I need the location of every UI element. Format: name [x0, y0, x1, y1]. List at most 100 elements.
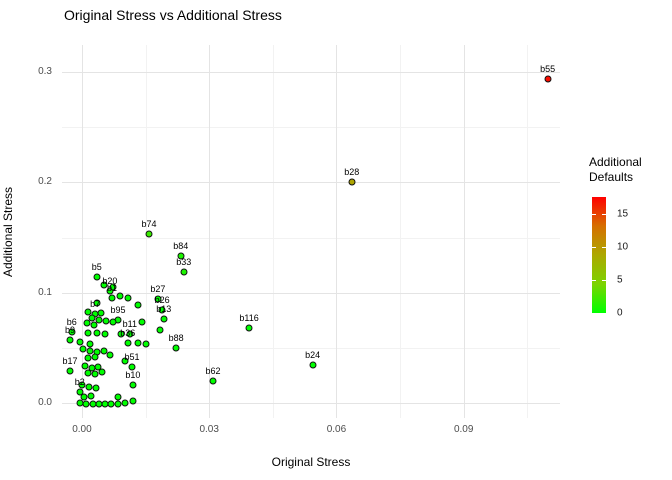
- data-point-b11: [126, 330, 134, 338]
- point-label-b7: b7: [90, 299, 101, 310]
- x-gridline-minor: [272, 45, 274, 418]
- point-label-b24: b24: [305, 349, 321, 360]
- legend-tick-mark: [602, 213, 606, 215]
- y-gridline-minor: [62, 237, 560, 239]
- data-point-b116: [245, 324, 253, 332]
- data-point: [86, 347, 94, 355]
- plot-panel: b55 b28 b74 b84 b33 b5 b20 b1 b27 b26 b13 b7 b95 b11 b…: [62, 45, 560, 418]
- data-point: [100, 347, 108, 355]
- data-point-b74: [145, 230, 153, 238]
- x-gridline-major: [81, 45, 83, 418]
- data-point: [138, 318, 146, 326]
- data-point: [78, 381, 86, 389]
- legend-tick-label: 0: [617, 307, 623, 319]
- legend-colorbar: [592, 197, 606, 313]
- point-label-b62: b62: [205, 366, 221, 377]
- x-gridline-minor: [527, 45, 529, 418]
- x-axis-title: Original Stress: [271, 455, 351, 469]
- point-label-b74: b74: [141, 219, 157, 230]
- data-point: [92, 384, 100, 392]
- y-gridline-minor: [62, 127, 560, 129]
- data-point: [84, 354, 92, 362]
- data-point: [87, 392, 95, 400]
- data-point-b28: [348, 178, 356, 186]
- point-label-b55: b55: [540, 64, 556, 75]
- data-point: [129, 397, 137, 405]
- y-tick-label: 0.1: [38, 286, 52, 298]
- data-point: [117, 330, 125, 338]
- data-point: [109, 318, 117, 326]
- point-label-b84: b84: [173, 241, 189, 252]
- data-point: [106, 351, 114, 359]
- data-point: [134, 301, 142, 309]
- y-gridline-major: [62, 403, 560, 404]
- data-point: [134, 339, 142, 347]
- point-label-b20: b20: [102, 276, 118, 287]
- point-label-b10: b10: [125, 370, 141, 381]
- data-point: [85, 383, 93, 391]
- data-point: [91, 353, 99, 361]
- legend-tick-label: 5: [617, 274, 623, 286]
- data-point: [93, 329, 101, 337]
- x-gridline-major: [209, 45, 211, 418]
- data-point: [114, 393, 122, 401]
- data-point-b1: [108, 294, 116, 302]
- point-label-b95: b95: [110, 304, 126, 315]
- legend-tick-label: 10: [617, 241, 629, 253]
- legend-tick-mark: [602, 246, 606, 248]
- y-tick-label: 0.0: [38, 397, 52, 408]
- x-tick-label: 0.06: [326, 424, 347, 435]
- data-point-b9: [66, 336, 74, 344]
- point-label-b11: b11: [122, 318, 138, 329]
- data-point: [156, 326, 164, 334]
- data-point-b36: [124, 339, 132, 347]
- data-point: [142, 340, 150, 348]
- data-point: [79, 345, 87, 353]
- data-point-b10: [129, 381, 137, 389]
- data-point-b26: [158, 306, 166, 314]
- data-point-b51: [128, 363, 136, 371]
- data-point-b27: [154, 295, 162, 303]
- data-point: [91, 370, 99, 378]
- data-point-b88: [172, 344, 180, 352]
- x-tick-label: 0.09: [453, 424, 474, 435]
- data-point-b33: [180, 268, 188, 276]
- data-point: [95, 316, 103, 324]
- data-point: [98, 368, 106, 376]
- data-point: [124, 294, 132, 302]
- y-gridline-major: [62, 182, 560, 184]
- data-point-b5: [93, 273, 101, 281]
- x-gridline-minor: [400, 45, 402, 418]
- y-axis-title: Additional Stress: [1, 186, 15, 278]
- data-point-b13: [160, 315, 168, 323]
- x-tick-label: 0.03: [199, 424, 219, 435]
- point-label-b1: b1: [107, 283, 118, 294]
- data-point: [102, 317, 110, 325]
- data-point: [88, 314, 96, 322]
- y-gridline-minor: [62, 347, 560, 349]
- legend-tick-mark: [592, 213, 596, 215]
- data-point: [82, 400, 90, 408]
- data-point: [97, 309, 105, 317]
- point-label-b51: b51: [124, 352, 140, 363]
- point-label-b6: b6: [66, 316, 77, 327]
- data-point: [90, 321, 98, 329]
- data-point: [114, 400, 122, 408]
- data-point: [84, 369, 92, 377]
- data-point: [109, 283, 117, 291]
- point-label-b17: b17: [62, 356, 78, 367]
- data-point-b62: [209, 377, 217, 385]
- point-label-b13: b13: [156, 303, 172, 314]
- data-point: [84, 308, 92, 316]
- point-label-b28: b28: [344, 167, 360, 178]
- point-label-b36: b36: [120, 328, 136, 339]
- data-point-b6: [68, 328, 76, 336]
- legend-tick-mark: [592, 313, 596, 314]
- data-point: [81, 362, 89, 370]
- data-point-b55: [544, 75, 552, 83]
- legend-tick-label: 15: [617, 208, 629, 220]
- data-point-b84: [177, 252, 185, 260]
- y-tick-label: 0.2: [38, 176, 52, 188]
- chart-title: Original Stress vs Additional Stress: [64, 7, 282, 23]
